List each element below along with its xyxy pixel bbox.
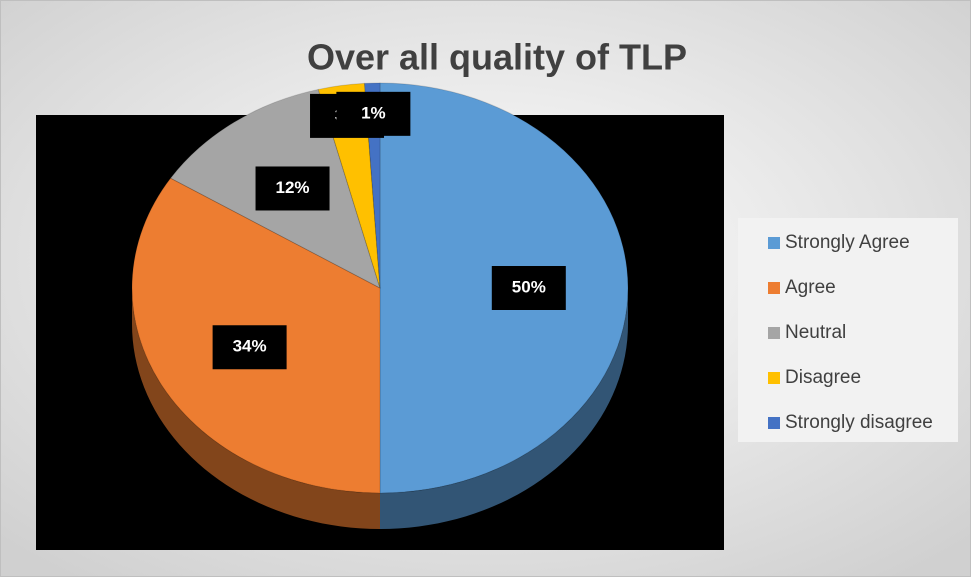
legend-label: Strongly Agree xyxy=(785,232,910,253)
data-label-box xyxy=(212,325,287,370)
legend-label: Disagree xyxy=(785,367,861,388)
pie-slice-side xyxy=(132,288,380,529)
legend-label: Strongly disagree xyxy=(785,412,933,433)
data-label: 1% xyxy=(361,103,386,122)
legend-swatch xyxy=(768,237,780,249)
pie-slice-side xyxy=(380,288,628,529)
data-label-box xyxy=(491,266,566,310)
legend-swatch xyxy=(768,327,780,339)
chart-title: Over all quality of TLP xyxy=(307,37,687,78)
data-label: 50% xyxy=(512,277,546,296)
legend-swatch xyxy=(768,372,780,384)
data-label: 12% xyxy=(276,178,310,197)
legend-label: Neutral xyxy=(785,322,846,343)
legend-swatch xyxy=(768,417,780,429)
legend-swatch xyxy=(768,282,780,294)
data-label: 34% xyxy=(233,337,267,356)
legend-label: Agree xyxy=(785,277,836,298)
data-label-box xyxy=(255,166,330,211)
data-label-box xyxy=(336,91,411,136)
